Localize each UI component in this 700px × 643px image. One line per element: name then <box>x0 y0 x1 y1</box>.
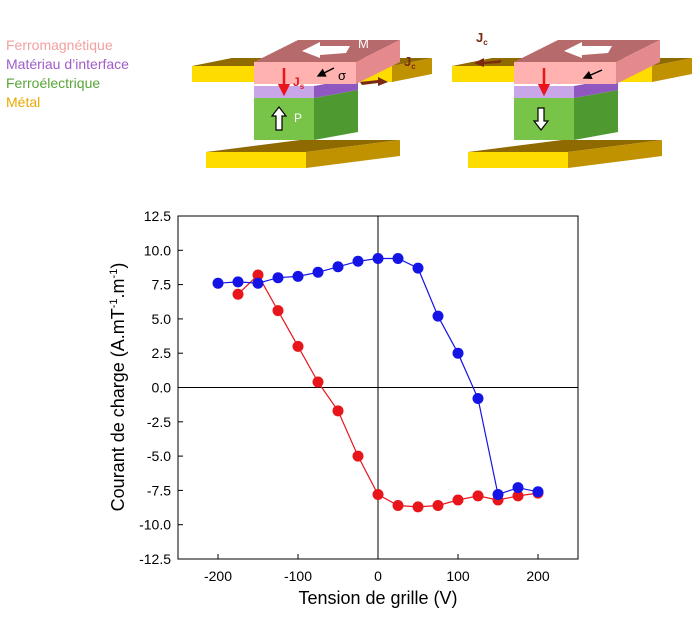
left-js-label: Js <box>293 75 305 91</box>
red-data-point <box>372 489 384 501</box>
left-bottom-electrode <box>206 140 400 168</box>
red-data-point <box>412 501 424 513</box>
blue-data-point <box>492 489 504 501</box>
legend-ferromagnetic: Ferromagnétique <box>6 37 113 53</box>
blue-data-point <box>452 347 464 359</box>
left-sigma-arrow-icon <box>316 67 335 77</box>
y-tick-label: -7.5 <box>147 482 171 498</box>
left-m-label: M <box>358 36 369 51</box>
x-tick-label: 0 <box>374 568 382 584</box>
x-tick-label: -200 <box>204 568 232 584</box>
x-tick-label: -100 <box>284 568 312 584</box>
device-diagrams: M Js σ Jc P <box>192 30 692 168</box>
red-data-point <box>232 288 244 300</box>
right-device-diagram: Jc <box>452 30 692 168</box>
y-tick-label: 12.5 <box>144 208 171 224</box>
red-data-point <box>332 405 344 417</box>
right-polarization-down-arrow-icon <box>532 107 550 131</box>
blue-data-point <box>392 253 404 265</box>
x-axis-ticks: -200 -100 0 100 200 <box>204 554 550 584</box>
blue-data-point <box>472 392 484 404</box>
left-polarization-up-arrow-icon <box>270 106 288 131</box>
y-tick-label: 0.0 <box>152 380 172 396</box>
blue-data-point <box>512 482 524 494</box>
left-jc-label: Jc <box>404 54 416 71</box>
right-jc-label: Jc <box>476 30 488 47</box>
series-points <box>212 253 544 513</box>
blue-data-point <box>352 255 364 267</box>
blue-data-point <box>272 272 284 284</box>
red-data-point <box>312 376 324 388</box>
blue-data-point <box>232 276 244 288</box>
red-data-point <box>292 340 304 352</box>
red-data-point <box>452 494 464 506</box>
left-ferroelectric-block <box>254 90 358 140</box>
red-data-point <box>272 305 284 317</box>
left-sigma-label: σ <box>338 68 346 83</box>
blue-data-point <box>412 262 424 274</box>
y-tick-label: -2.5 <box>147 414 171 430</box>
right-magnetization-arrow-icon <box>564 42 612 58</box>
red-data-point <box>512 490 524 502</box>
blue-data-point <box>292 270 304 282</box>
red-data-point <box>352 450 364 462</box>
red-data-point <box>432 499 444 511</box>
y-tick-label: -10.0 <box>139 517 171 533</box>
right-sigma-arrow-icon <box>582 69 603 80</box>
left-device-diagram: M Js σ Jc P <box>192 36 432 168</box>
left-magnetization-arrow-icon <box>302 42 350 58</box>
x-tick-label: 200 <box>526 568 550 584</box>
x-axis-label: Tension de grille (V) <box>298 588 457 608</box>
right-bottom-electrode <box>468 140 662 168</box>
material-legend: Ferromagnétique Matériau d’interface Fer… <box>6 36 129 112</box>
blue-data-point <box>432 310 444 322</box>
legend-interface-material: Matériau d’interface <box>6 56 129 72</box>
red-data-point <box>392 499 404 511</box>
legend-ferroelectric: Ferroélectrique <box>6 75 101 91</box>
red-series-line <box>237 274 539 508</box>
y-tick-label: -12.5 <box>139 551 171 567</box>
y-tick-label: 2.5 <box>152 345 172 361</box>
blue-data-point <box>332 261 344 273</box>
right-jc-arrow-icon <box>474 58 502 67</box>
x-tick-label: 100 <box>446 568 470 584</box>
blue-data-point <box>372 253 384 265</box>
left-p-label: P <box>294 111 302 125</box>
left-jc-arrow-icon <box>360 77 388 86</box>
y-tick-label: 10.0 <box>144 242 171 258</box>
red-data-point <box>252 269 264 281</box>
y-axis-ticks: 12.5 10.0 7.5 5.0 2.5 0.0 -2.5 -5.0 -7.5 -10.0 -12… <box>139 208 183 567</box>
y-axis-label: Courant de charge (A.mT-1.m-1) <box>108 263 128 512</box>
red-data-point <box>472 490 484 502</box>
y-tick-label: 5.0 <box>152 311 172 327</box>
y-tick-label: -5.0 <box>147 448 171 464</box>
blue-data-point <box>312 266 324 278</box>
y-tick-label: 7.5 <box>152 277 172 293</box>
legend-metal: Métal <box>6 94 41 110</box>
blue-data-point <box>252 277 264 289</box>
blue-data-point <box>212 277 224 289</box>
blue-data-point <box>532 486 544 498</box>
